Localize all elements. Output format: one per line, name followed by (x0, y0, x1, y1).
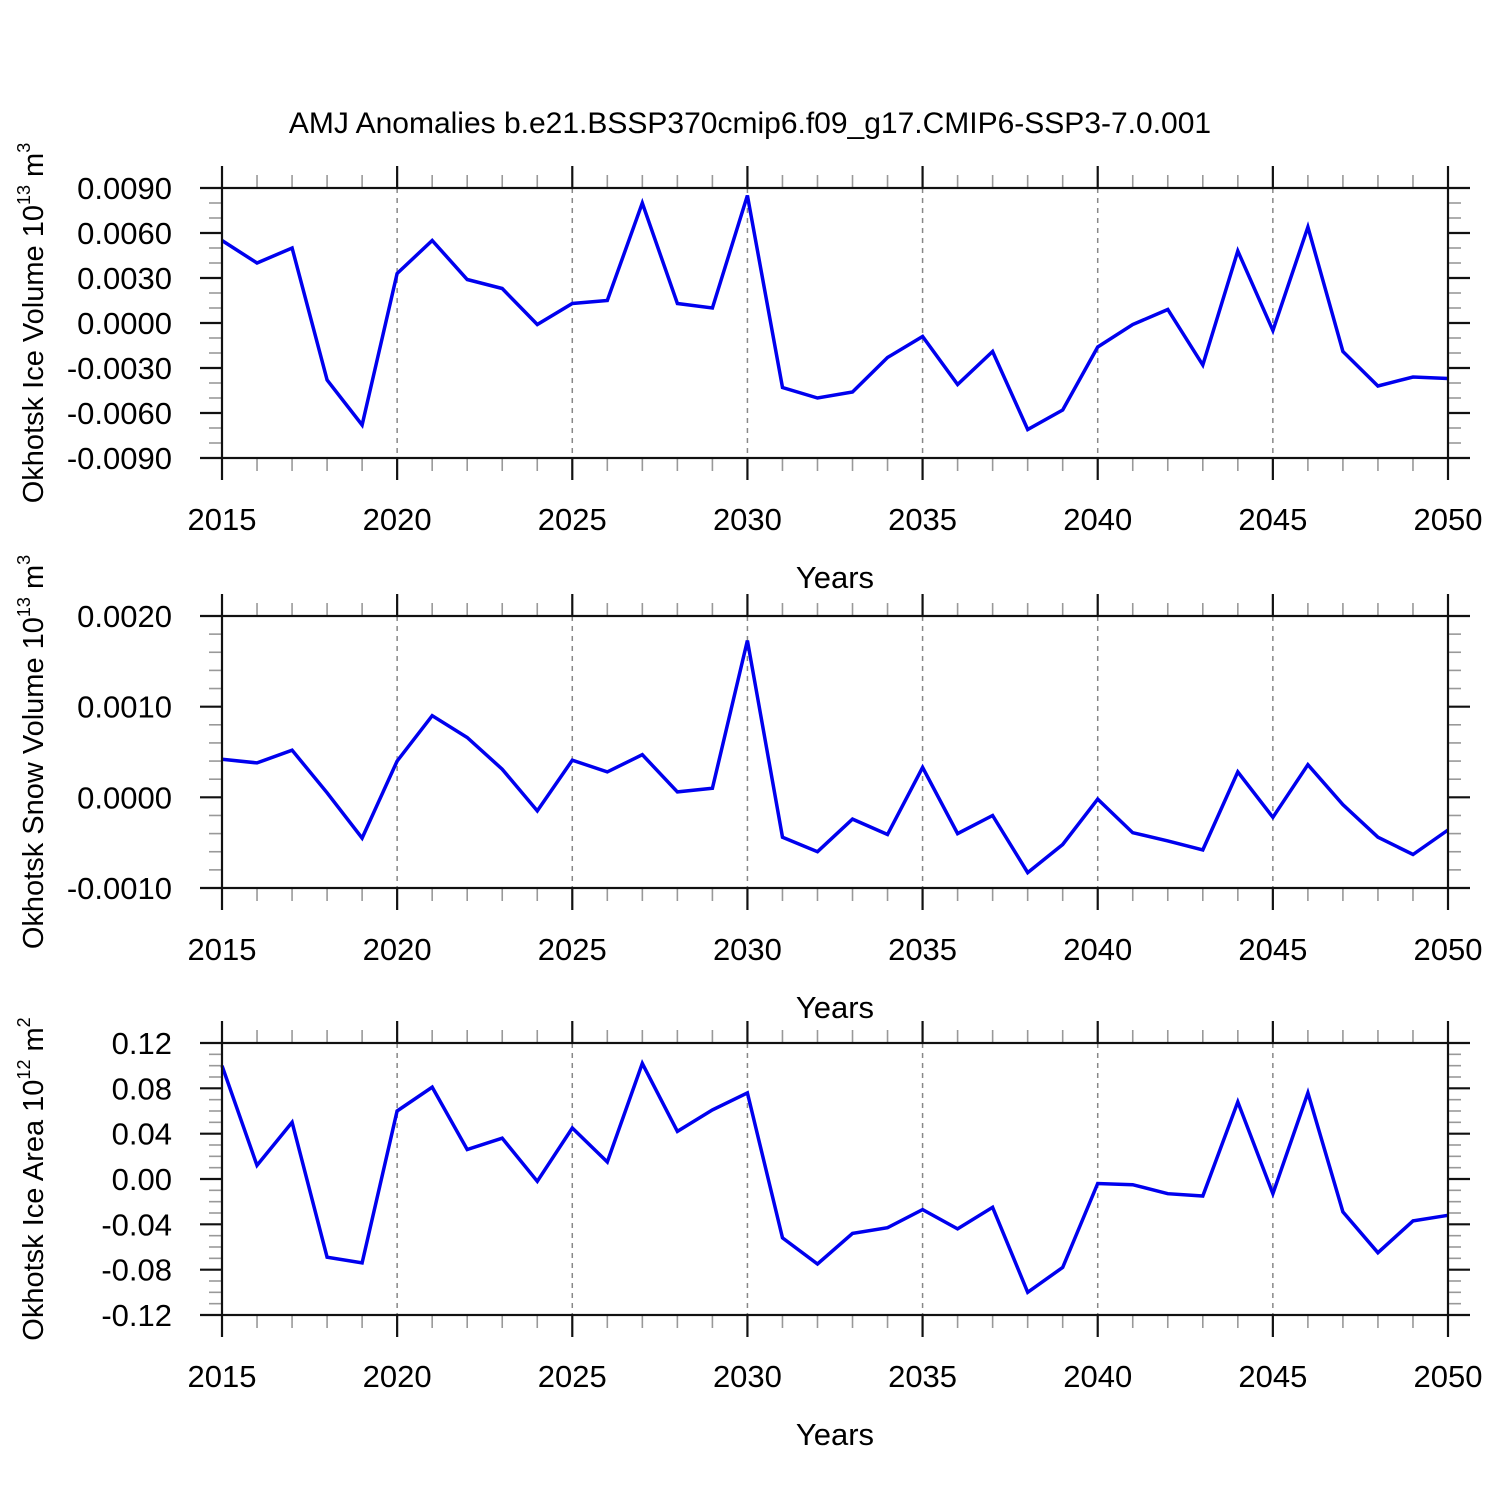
y-axis-label-unit: m (18, 152, 50, 185)
x-tick-label-2045: 2045 (1238, 932, 1307, 967)
y-axis-label-unit: m (18, 564, 50, 598)
okhotsk-ice-volume-frame (220, 186, 1450, 460)
x-tick-label-2015: 2015 (188, 932, 257, 967)
x-tick-label-2040: 2040 (1063, 932, 1132, 967)
okhotsk-snow-volume-line (221, 640, 1450, 876)
okhotsk-ice-volume-line (221, 194, 1449, 432)
y-tick-label-0.0010: 0.0010 (77, 690, 172, 725)
okhotsk-snow-volume-frame (220, 614, 1450, 890)
x-axis-label-panel3: Years (795, 1417, 875, 1452)
x-tick-label-2045: 2045 (1238, 502, 1307, 537)
x-axis-label-panel2: Years (795, 990, 875, 1025)
y-tick-label--0.12: -0.12 (101, 1298, 172, 1333)
y-axis-label-unit-exponent: 3 (14, 142, 34, 153)
x-tick-label-2020: 2020 (363, 1359, 432, 1394)
y-tick-label--0.04: -0.04 (101, 1207, 172, 1242)
y-axis-label-exponent: 12 (14, 1059, 34, 1080)
x-tick-label-2030: 2030 (713, 932, 782, 967)
x-tick-label-2035: 2035 (888, 502, 957, 537)
x-tick-label-2030: 2030 (713, 502, 782, 537)
x-tick-label-2050: 2050 (1414, 502, 1483, 537)
x-tick-label-2050: 2050 (1414, 1359, 1483, 1394)
y-axis-label-text: Okhotsk Ice Volume 10 (18, 205, 50, 504)
x-tick-label-2025: 2025 (538, 1359, 607, 1394)
x-tick-label-2025: 2025 (538, 502, 607, 537)
y-axis-label-exponent: 13 (14, 185, 34, 206)
okhotsk-ice-area-line (220, 1059, 1449, 1296)
x-tick-label-2040: 2040 (1063, 502, 1132, 537)
y-axis-label-unit-exponent: 2 (14, 1017, 34, 1028)
x-tick-label-2045: 2045 (1238, 1359, 1307, 1394)
figure-title: AMJ Anomalies b.e21.BSSP370cmip6.f09_g17… (288, 107, 1212, 140)
x-tick-label-2020: 2020 (363, 932, 432, 967)
y-tick-label-0.08: 0.08 (112, 1071, 172, 1106)
y-axis-label-unit: m (18, 1027, 50, 1060)
y-axis-label-ice-area: Okhotsk Ice Area 1012 m2 (14, 899, 58, 1459)
x-tick-label-2030: 2030 (713, 1359, 782, 1394)
y-tick-label-0.0000: 0.0000 (77, 780, 172, 815)
y-axis-label-text: Okhotsk Ice Area 10 (18, 1079, 50, 1341)
okhotsk-ice-area-frame (220, 1041, 1450, 1317)
x-tick-label-2035: 2035 (888, 1359, 957, 1394)
y-tick-label-0.12: 0.12 (112, 1026, 172, 1061)
y-tick-label--0.0060: -0.0060 (67, 396, 172, 431)
y-axis-label-unit-exponent: 3 (14, 554, 34, 565)
x-axis-label-panel1: Years (795, 560, 875, 595)
x-tick-label-2050: 2050 (1414, 932, 1483, 967)
y-tick-label-0.04: 0.04 (112, 1117, 172, 1152)
x-tick-label-2035: 2035 (888, 932, 957, 967)
y-tick-label-0.0090: 0.0090 (77, 171, 172, 206)
x-tick-label-2020: 2020 (363, 502, 432, 537)
x-tick-label-2015: 2015 (188, 1359, 257, 1394)
x-tick-label-2040: 2040 (1063, 1359, 1132, 1394)
y-tick-label--0.0010: -0.0010 (67, 871, 172, 906)
y-tick-label-0.0000: 0.0000 (77, 306, 172, 341)
y-tick-label-0.00: 0.00 (112, 1162, 172, 1197)
y-axis-label-exponent: 13 (14, 597, 34, 618)
x-tick-label-2025: 2025 (538, 932, 607, 967)
y-tick-label-0.0060: 0.0060 (77, 216, 172, 251)
y-tick-label-0.0020: 0.0020 (77, 599, 172, 634)
y-tick-label-0.0030: 0.0030 (77, 261, 172, 296)
y-tick-label--0.0090: -0.0090 (67, 441, 172, 476)
x-tick-label-2015: 2015 (188, 502, 257, 537)
y-tick-label--0.08: -0.08 (101, 1253, 172, 1288)
y-tick-label--0.0030: -0.0030 (67, 351, 172, 386)
